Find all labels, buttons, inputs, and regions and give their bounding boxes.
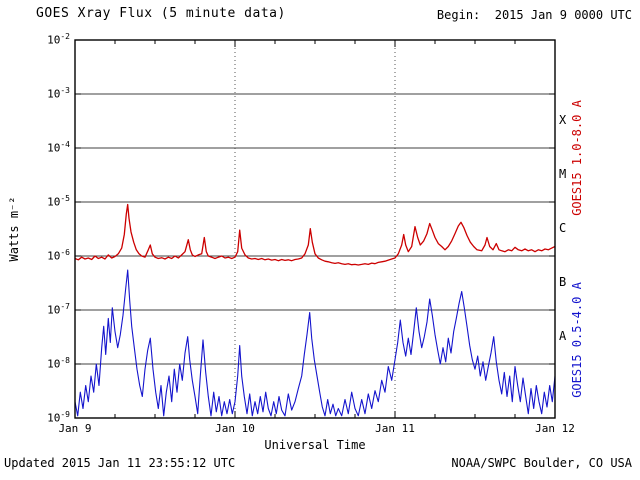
y-tick-label: 10-6	[47, 248, 70, 263]
flare-class-label-x: X	[559, 113, 567, 127]
flare-class-label-c: C	[559, 221, 567, 235]
x-tick-label: Jan 9	[58, 422, 92, 435]
flare-class-label-a: A	[559, 329, 567, 343]
y-tick-label: 10-8	[47, 356, 70, 371]
y-tick-label: 10-7	[47, 302, 70, 317]
credit-label: NOAA/SWPC Boulder, CO USA	[451, 456, 632, 470]
right-axis-label-short-05-4A: GOES15 0.5-4.0 A	[570, 282, 584, 398]
x-axis-title: Universal Time	[264, 438, 366, 452]
y-tick-label: 10-2	[47, 32, 70, 47]
x-tick-label: Jan 10	[215, 422, 255, 435]
plot-frame	[74, 39, 556, 419]
series-line-short-05-4A	[74, 269, 556, 417]
y-tick-label: 10-9	[47, 410, 70, 425]
flare-class-label-m: M	[559, 167, 567, 181]
x-tick-label: Jan 12	[535, 422, 575, 435]
chart-title: GOES Xray Flux (5 minute data)	[36, 6, 286, 21]
flare-class-label-b: B	[559, 275, 567, 289]
begin-label: Begin: 2015 Jan 9 0000 UTC	[436, 8, 632, 22]
right-axis-label-long-1-8A: GOES15 1.0-8.0 A	[570, 100, 584, 216]
y-tick-label: 10-4	[47, 140, 70, 155]
y-tick-label: 10-3	[47, 86, 70, 101]
series-line-long-1-8A	[74, 203, 556, 266]
y-tick-label: 10-5	[47, 194, 70, 209]
updated-timestamp: Updated 2015 Jan 11 23:55:12 UTC	[4, 456, 236, 470]
x-tick-label: Jan 11	[375, 422, 415, 435]
